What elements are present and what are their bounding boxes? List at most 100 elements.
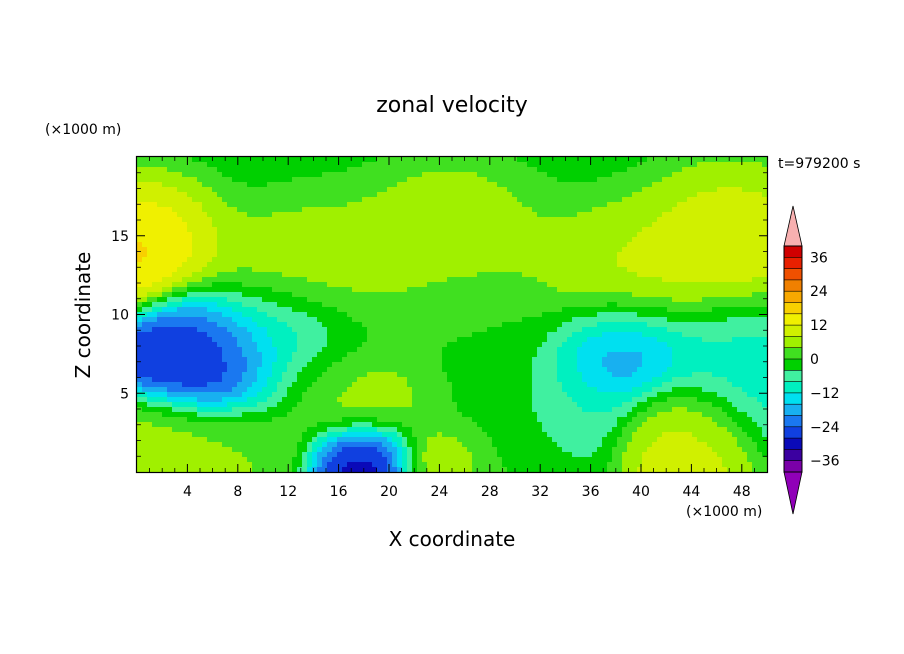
- field-cell: [512, 162, 518, 168]
- field-cell: [282, 307, 288, 313]
- chart-title: zonal velocity: [376, 93, 528, 118]
- field-cell: [237, 272, 243, 278]
- field-cell: [242, 222, 248, 228]
- field-cell: [422, 282, 428, 288]
- field-cell: [347, 322, 353, 328]
- field-cell: [312, 207, 318, 213]
- field-cell: [272, 257, 278, 263]
- field-cell: [192, 327, 198, 333]
- field-cell: [137, 292, 143, 298]
- field-cell: [557, 172, 563, 178]
- field-cell: [692, 287, 698, 293]
- field-cell: [457, 227, 463, 233]
- field-cell: [322, 187, 328, 193]
- field-cell: [707, 342, 713, 348]
- field-cell: [142, 222, 148, 228]
- field-cell: [372, 272, 378, 278]
- field-cell: [217, 337, 223, 343]
- field-cell: [702, 217, 708, 223]
- field-cell: [607, 347, 613, 353]
- field-cell: [662, 157, 668, 163]
- field-cell: [377, 177, 383, 183]
- field-cell: [312, 352, 318, 358]
- field-cell: [277, 247, 283, 253]
- field-cell: [472, 227, 478, 233]
- field-cell: [482, 177, 488, 183]
- field-cell: [267, 347, 273, 353]
- field-cell: [247, 237, 253, 243]
- field-cell: [192, 312, 198, 318]
- field-cell: [222, 352, 228, 358]
- field-cell: [482, 187, 488, 193]
- field-cell: [447, 227, 453, 233]
- field-cell: [597, 337, 603, 343]
- field-cell: [397, 277, 403, 283]
- field-cell: [597, 217, 603, 223]
- field-cell: [382, 192, 388, 198]
- field-cell: [332, 162, 338, 168]
- field-cell: [492, 222, 498, 228]
- field-cell: [682, 167, 688, 173]
- field-cell: [612, 177, 618, 183]
- field-cell: [237, 342, 243, 348]
- field-cell: [382, 247, 388, 253]
- field-cell: [412, 162, 418, 168]
- field-cell: [702, 242, 708, 248]
- field-cell: [752, 322, 758, 328]
- field-cell: [612, 347, 618, 353]
- field-cell: [302, 262, 308, 268]
- field-cell: [757, 197, 763, 203]
- field-cell: [392, 177, 398, 183]
- field-cell: [292, 317, 298, 323]
- field-cell: [512, 287, 518, 293]
- field-cell: [427, 302, 433, 308]
- field-cell: [282, 217, 288, 223]
- field-cell: [582, 237, 588, 243]
- field-cell: [697, 177, 703, 183]
- field-cell: [377, 352, 383, 358]
- field-cell: [442, 162, 448, 168]
- field-cell: [682, 237, 688, 243]
- field-cell: [722, 297, 728, 303]
- field-cell: [522, 197, 528, 203]
- field-cell: [502, 332, 508, 338]
- field-cell: [707, 177, 713, 183]
- field-cell: [457, 162, 463, 168]
- field-cell: [297, 352, 303, 358]
- field-cell: [452, 342, 458, 348]
- field-cell: [242, 162, 248, 168]
- field-cell: [402, 197, 408, 203]
- field-cell: [747, 207, 753, 213]
- field-cell: [677, 282, 683, 288]
- field-cell: [437, 352, 443, 358]
- field-cell: [532, 347, 538, 353]
- field-cell: [682, 317, 688, 323]
- field-cell: [377, 242, 383, 248]
- field-cell: [707, 187, 713, 193]
- field-cell: [367, 207, 373, 213]
- field-cell: [142, 172, 148, 178]
- field-cell: [547, 252, 553, 258]
- field-cell: [692, 232, 698, 238]
- field-cell: [697, 212, 703, 218]
- field-cell: [562, 202, 568, 208]
- field-cell: [347, 227, 353, 233]
- field-cell: [407, 352, 413, 358]
- field-cell: [442, 332, 448, 338]
- field-cell: [457, 192, 463, 198]
- field-cell: [492, 312, 498, 318]
- field-cell: [467, 222, 473, 228]
- field-cell: [597, 162, 603, 168]
- field-cell: [317, 282, 323, 288]
- field-cell: [422, 272, 428, 278]
- field-cell: [502, 292, 508, 298]
- field-cell: [317, 302, 323, 308]
- field-cell: [252, 232, 258, 238]
- field-cell: [302, 192, 308, 198]
- field-cell: [722, 302, 728, 308]
- field-cell: [752, 312, 758, 318]
- field-cell: [342, 297, 348, 303]
- field-cell: [237, 262, 243, 268]
- field-cell: [402, 312, 408, 318]
- field-cell: [522, 317, 528, 323]
